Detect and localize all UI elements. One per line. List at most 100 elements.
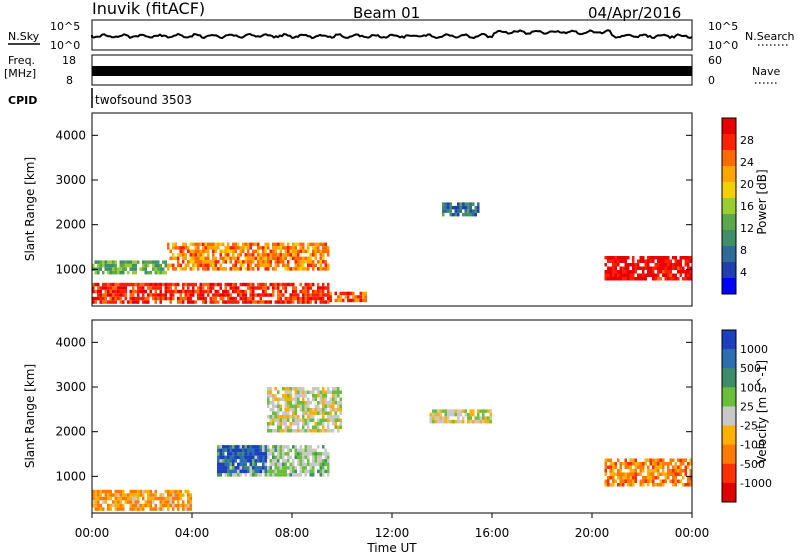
power-cell	[204, 256, 207, 261]
power-cell	[657, 263, 660, 267]
velocity-cell	[314, 404, 317, 408]
velocity-cell	[252, 448, 255, 453]
velocity-cell	[449, 409, 452, 413]
power-cell	[272, 249, 275, 254]
power-cell	[307, 289, 310, 294]
power-cell	[219, 256, 222, 261]
power-cell	[222, 260, 225, 264]
velocity-cell	[314, 422, 317, 426]
power-cell	[607, 259, 610, 263]
power-cell	[287, 260, 290, 264]
velocity-cell	[149, 496, 152, 501]
velocity-cell	[629, 472, 632, 476]
velocity-cell	[99, 503, 102, 508]
power-cell	[214, 260, 217, 264]
power-cell	[327, 246, 330, 250]
power-cell	[187, 246, 190, 250]
velocity-cell	[277, 448, 280, 453]
power-cell	[287, 296, 290, 301]
power-cell	[252, 242, 255, 247]
velocity-cell	[339, 408, 342, 412]
velocity-cell	[472, 419, 475, 424]
velocity-cell	[177, 507, 180, 511]
velocity-cell	[312, 415, 315, 419]
power-cell	[272, 286, 275, 290]
power-cell	[244, 293, 247, 297]
velocity-cell	[247, 448, 250, 453]
velocity-cell	[129, 496, 132, 501]
velocity-cell	[162, 493, 165, 497]
power-cell	[267, 256, 270, 261]
power-cell	[172, 282, 175, 287]
velocity-colorbar-swatch	[722, 482, 736, 503]
velocity-cell	[149, 507, 152, 511]
velocity-cell	[672, 483, 675, 487]
velocity-cell	[97, 507, 100, 511]
velocity-cell	[287, 473, 290, 477]
velocity-frame	[91, 319, 693, 514]
velocity-cell	[262, 445, 265, 449]
velocity-cell	[609, 462, 612, 466]
velocity-cell	[292, 415, 295, 419]
velocity-cell	[254, 462, 257, 467]
power-cell	[307, 263, 310, 268]
power-cell	[212, 293, 215, 297]
power-cell	[659, 266, 662, 270]
power-cell	[167, 246, 170, 250]
power-cell	[302, 296, 305, 301]
power-cell	[327, 253, 330, 257]
power-cell	[317, 267, 320, 271]
velocity-cell	[259, 473, 262, 477]
power-cell	[664, 277, 667, 281]
velocity-cell	[174, 493, 177, 497]
power-cell	[122, 263, 125, 268]
velocity-cell	[289, 401, 292, 405]
velocity-cell	[277, 422, 280, 426]
velocity-heatmap-cells	[92, 387, 692, 511]
velocity-cell	[674, 462, 677, 466]
velocity-cell	[444, 419, 447, 424]
power-cell	[147, 263, 150, 268]
velocity-cell	[234, 448, 237, 453]
velocity-cell	[247, 455, 250, 460]
velocity-cell	[297, 415, 300, 419]
power-cell	[239, 260, 242, 264]
power-cell	[164, 282, 167, 287]
power-cell	[607, 256, 610, 260]
velocity-cell	[267, 404, 270, 408]
power-cell	[159, 263, 162, 268]
velocity-cell	[634, 465, 637, 469]
velocity-cell	[312, 390, 315, 394]
velocity-cell	[317, 462, 320, 467]
power-cell	[147, 300, 150, 304]
power-cell	[129, 260, 132, 264]
velocity-cell	[127, 493, 130, 497]
power-cell	[214, 289, 217, 294]
power-cell	[299, 242, 302, 247]
velocity-cell	[217, 452, 220, 456]
velocity-cell	[169, 489, 172, 494]
velocity-cell	[327, 387, 330, 391]
velocity-cell	[279, 429, 282, 433]
power-cell	[314, 256, 317, 261]
power-cell	[124, 289, 127, 294]
power-cell	[249, 286, 252, 290]
power-cell	[252, 267, 255, 271]
velocity-cell	[457, 419, 460, 424]
velocity-cell	[314, 394, 317, 398]
velocity-cell	[262, 452, 265, 456]
power-cell	[109, 282, 112, 287]
power-cell	[114, 300, 117, 304]
power-cell	[687, 270, 690, 274]
power-cell	[224, 249, 227, 254]
velocity-cell	[312, 455, 315, 460]
velocity-cell	[649, 462, 652, 466]
power-cell	[177, 300, 180, 304]
velocity-cell	[269, 394, 272, 398]
velocity-cell	[257, 455, 260, 460]
velocity-cell	[277, 455, 280, 460]
velocity-cell	[309, 390, 312, 394]
power-cell	[284, 267, 287, 271]
velocity-cell	[182, 500, 185, 504]
